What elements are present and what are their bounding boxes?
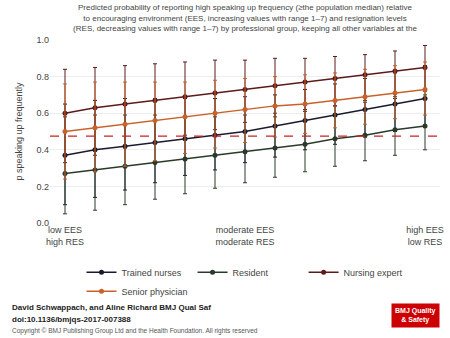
svg-text:0.8: 0.8 xyxy=(36,72,49,82)
svg-text:BMJ Quality& Safety: BMJ Quality& Safety xyxy=(395,307,436,324)
svg-text:Predicted probability of repor: Predicted probability of reporting high … xyxy=(73,3,417,33)
svg-text:0.2: 0.2 xyxy=(36,182,49,192)
svg-text:Copyright © BMJ Publishing Gro: Copyright © BMJ Publishing Group Ltd and… xyxy=(12,327,258,335)
svg-text:0.0: 0.0 xyxy=(36,218,49,228)
svg-text:1.0: 1.0 xyxy=(36,35,49,45)
svg-text:Nursing expert: Nursing expert xyxy=(344,268,403,278)
svg-text:p speaking up frequently: p speaking up frequently xyxy=(14,82,24,181)
svg-text:David Schwappach, and Aline Ri: David Schwappach, and Aline Richard BMJ … xyxy=(12,303,211,312)
svg-text:0.4: 0.4 xyxy=(36,145,49,155)
svg-text:moderate EESmoderate RES: moderate EESmoderate RES xyxy=(215,225,274,247)
svg-text:low EEShigh RES: low EEShigh RES xyxy=(46,225,84,247)
svg-text:doi:10.1136/bmjqs-2017-007388: doi:10.1136/bmjqs-2017-007388 xyxy=(12,315,131,324)
svg-text:0.6: 0.6 xyxy=(36,108,49,118)
svg-text:Trained nurses: Trained nurses xyxy=(122,268,182,278)
svg-text:Resident: Resident xyxy=(233,268,269,278)
svg-text:Senior physician: Senior physician xyxy=(122,287,188,297)
svg-text:high EESlow RES: high EESlow RES xyxy=(406,225,444,247)
